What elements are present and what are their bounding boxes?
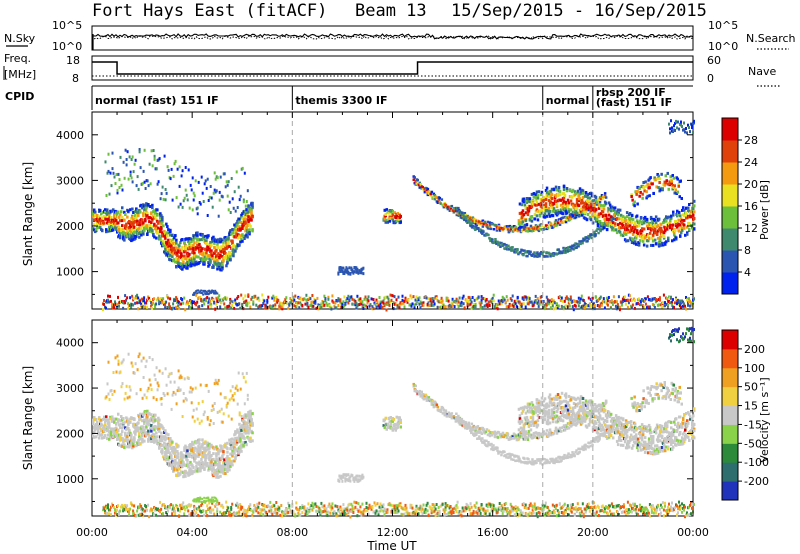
colorbar-swatch xyxy=(722,348,738,369)
noise-tick-right-bottom: 10^0 xyxy=(708,40,738,53)
colorbar-swatch xyxy=(722,424,738,444)
x-tick-label: 20:00 xyxy=(577,526,609,539)
colorbar-swatch xyxy=(722,140,738,163)
noise-tick-left-bottom: 10^0 xyxy=(52,40,82,53)
freq-tick-bottom: 8 xyxy=(72,72,79,85)
nave-tick-bottom: 0 xyxy=(707,72,714,85)
colorbar-swatch xyxy=(722,330,738,350)
y-tick-label: 2000 xyxy=(56,427,84,440)
y-tick-label: 1000 xyxy=(56,266,84,279)
frequency-line xyxy=(92,61,693,75)
noise-panel: N.Sky 10^5 10^0 10^5 10^0 N.Search xyxy=(4,19,796,53)
xlabel: Time UT xyxy=(366,539,417,553)
velocity-colorbar-label: Velocity [m s⁻¹] xyxy=(758,377,771,462)
cpid-segment-label: themis 3300 IF xyxy=(295,94,387,107)
colorbar-tick: 100 xyxy=(744,362,765,375)
noise-tick-right-top: 10^5 xyxy=(708,19,738,32)
colorbar-tick: -100 xyxy=(744,456,769,469)
x-tick-label: 00:00 xyxy=(76,526,108,539)
noise-tick-left-top: 10^5 xyxy=(52,19,82,32)
cpid-panel: CPID normal (fast) 151 IF themis 3300 IF n… xyxy=(5,85,693,110)
colorbar-swatch xyxy=(722,184,738,207)
freq-units: [MHz] xyxy=(4,68,36,81)
freq-panel: Freq. [MHz] 18 8 60 0 Nave xyxy=(3,52,780,87)
colorbar-swatch xyxy=(722,443,738,463)
colorbar-swatch xyxy=(722,367,738,388)
colorbar-swatch xyxy=(722,405,738,425)
y-tick-label: 3000 xyxy=(56,382,84,395)
y-tick-label: 4000 xyxy=(56,337,84,350)
nsky-trace xyxy=(91,33,694,40)
power-colorbar: 4 8 12 16 20 24 28 Power [dB] xyxy=(721,117,771,295)
colorbar-swatch xyxy=(722,250,738,273)
colorbar-tick: 15 xyxy=(744,400,758,413)
colorbar-swatch xyxy=(722,206,738,229)
colorbar-tick: -200 xyxy=(744,475,769,488)
freq-label: Freq. xyxy=(4,52,31,65)
x-tick-label: 12:00 xyxy=(377,526,409,539)
colorbar-tick: 28 xyxy=(744,134,758,147)
velocity-heatmap xyxy=(92,326,696,519)
cpid-label: CPID xyxy=(5,90,34,103)
power-ylabel: Slant Range [km] xyxy=(21,162,35,266)
freq-trace xyxy=(92,61,693,77)
power-heatmap xyxy=(92,119,696,312)
power-panel: 1000 2000 3000 4000 Slant Range [km] xyxy=(21,111,696,312)
colorbar-swatch xyxy=(722,481,738,501)
colorbar-swatch xyxy=(722,118,738,141)
cpid-segment-label: rbsp 200 IF xyxy=(596,86,666,99)
colorbar-tick: 12 xyxy=(744,222,758,235)
velocity-panel: 1000 2000 3000 4000 Slant Range [km] xyxy=(21,319,696,519)
x-tick-label: 00:00 xyxy=(677,526,709,539)
nsearch-trace xyxy=(91,35,694,40)
x-tick-label: 08:00 xyxy=(276,526,308,539)
velocity-colorbar: 200 100 50 15 -15 -50 -100 -200 Velocity [m s⁻¹… xyxy=(721,329,771,501)
y-tick-label: 1000 xyxy=(56,473,84,486)
time-axis: 00:00 04:00 08:00 12:00 16:00 20:00 00:00 xyxy=(76,526,709,539)
colorbar-swatch xyxy=(722,162,738,185)
date-range: 15/Sep/2015 - 16/Sep/2015 xyxy=(451,1,707,21)
freq-tick-top: 18 xyxy=(66,54,80,67)
power-colorbar-label: Power [dB] xyxy=(758,180,771,240)
cpid-segment-label: (fast) 151 IF xyxy=(596,96,672,109)
colorbar-tick: 8 xyxy=(744,244,751,257)
nave-label: Nave xyxy=(748,65,776,78)
colorbar-tick: 24 xyxy=(744,156,758,169)
colorbar-tick: 200 xyxy=(744,343,765,356)
y-tick-label: 4000 xyxy=(56,129,84,142)
cpid-segment-label: normal xyxy=(546,94,589,107)
x-tick-label: 16:00 xyxy=(477,526,509,539)
nsky-label: N.Sky xyxy=(4,32,36,45)
nave-tick-top: 60 xyxy=(707,54,721,67)
colorbar-swatch xyxy=(722,228,738,251)
colorbar-swatch xyxy=(722,462,738,482)
colorbar-swatch xyxy=(722,272,738,295)
nsearch-label: N.Search xyxy=(746,32,796,45)
colorbar-tick: -50 xyxy=(744,437,762,450)
y-tick-label: 2000 xyxy=(56,220,84,233)
x-tick-label: 04:00 xyxy=(176,526,208,539)
station-title: Fort Hays East (fitACF) xyxy=(92,1,327,21)
y-tick-label: 3000 xyxy=(56,174,84,187)
colorbar-tick: 4 xyxy=(744,266,751,279)
colorbar-tick: 20 xyxy=(744,178,758,191)
cpid-segment-label: normal (fast) 151 IF xyxy=(95,94,219,107)
velocity-ylabel: Slant Range [km] xyxy=(21,366,35,470)
noise-traces xyxy=(91,33,694,50)
colorbar-tick: -15 xyxy=(744,418,762,431)
colorbar-tick: 50 xyxy=(744,381,758,394)
colorbar-swatch xyxy=(722,386,738,407)
beam-label: Beam 13 xyxy=(355,1,427,21)
colorbar-tick: 16 xyxy=(744,200,758,213)
